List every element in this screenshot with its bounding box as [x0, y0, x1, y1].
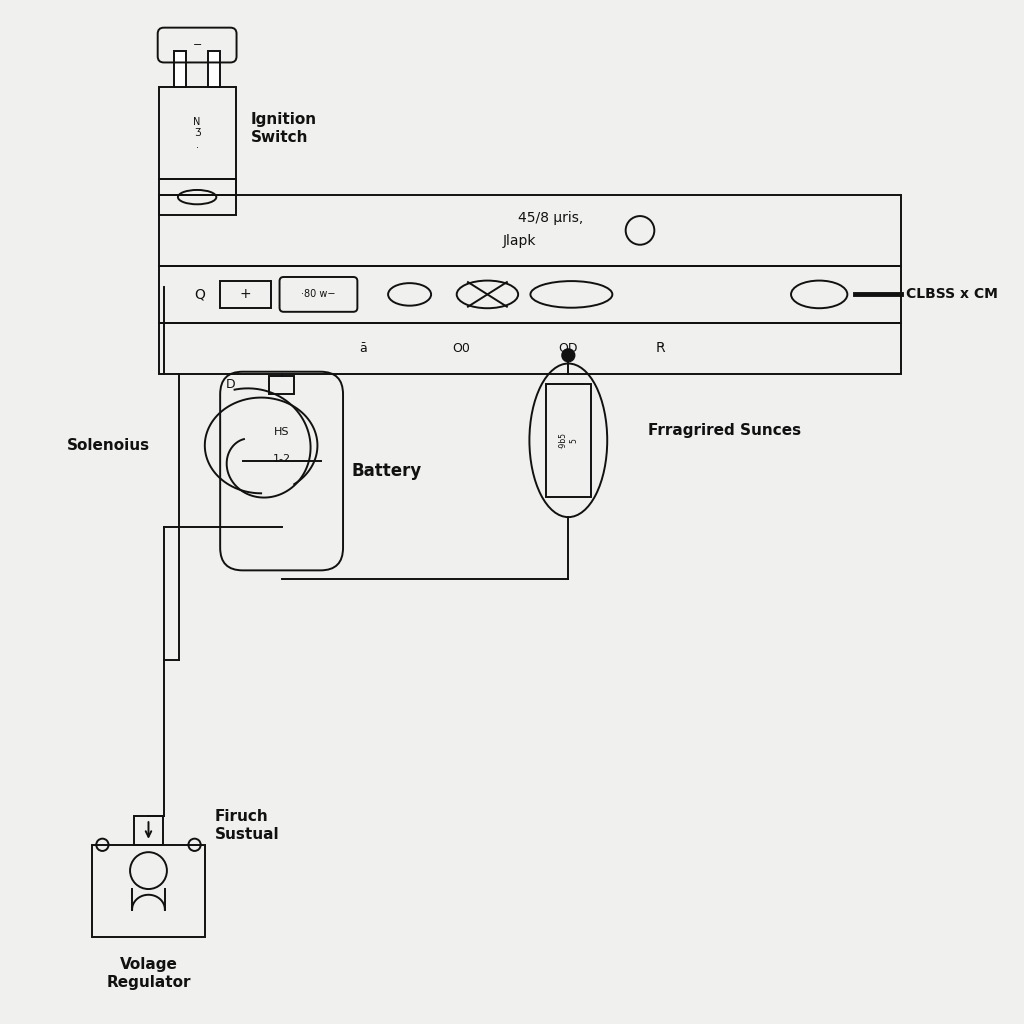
- Bar: [159, 179, 236, 215]
- Text: Ignition
Switch: Ignition Switch: [251, 113, 317, 144]
- Text: D: D: [225, 378, 236, 390]
- Text: Jlapk: Jlapk: [503, 233, 537, 248]
- Text: QD: QD: [558, 342, 579, 354]
- Bar: [208, 51, 220, 87]
- Text: N
Ʒ
.: N Ʒ .: [194, 117, 201, 150]
- Text: HS: HS: [273, 427, 290, 437]
- Bar: [546, 384, 591, 497]
- Text: 45/8 μris,: 45/8 μris,: [518, 211, 583, 225]
- Text: R: R: [655, 341, 666, 355]
- Text: Volage
Regulator: Volage Regulator: [106, 957, 190, 990]
- Bar: [92, 845, 205, 937]
- Text: Battery: Battery: [351, 462, 422, 480]
- Bar: [159, 266, 901, 323]
- Text: Frragrired Sunces: Frragrired Sunces: [648, 423, 802, 437]
- Bar: [159, 87, 236, 179]
- Text: ā: ā: [359, 342, 368, 354]
- Bar: [174, 51, 186, 87]
- Bar: [220, 281, 271, 307]
- Text: 1-2: 1-2: [272, 454, 291, 464]
- Text: Firuch
Sustual: Firuch Sustual: [215, 809, 280, 842]
- Text: ·9b5
5: ·9b5 5: [559, 432, 578, 449]
- Text: CLBSS x CM: CLBSS x CM: [906, 288, 998, 301]
- Text: O0: O0: [452, 342, 470, 354]
- Bar: [134, 816, 163, 845]
- Text: Q: Q: [195, 288, 205, 301]
- Text: +: +: [240, 288, 252, 301]
- Bar: [159, 195, 901, 266]
- Text: Solenoius: Solenoius: [67, 438, 150, 453]
- Bar: [268, 376, 295, 394]
- Circle shape: [562, 349, 574, 361]
- Bar: [159, 323, 901, 374]
- Text: ·80 w−: ·80 w−: [301, 290, 336, 299]
- Text: −: −: [193, 40, 202, 50]
